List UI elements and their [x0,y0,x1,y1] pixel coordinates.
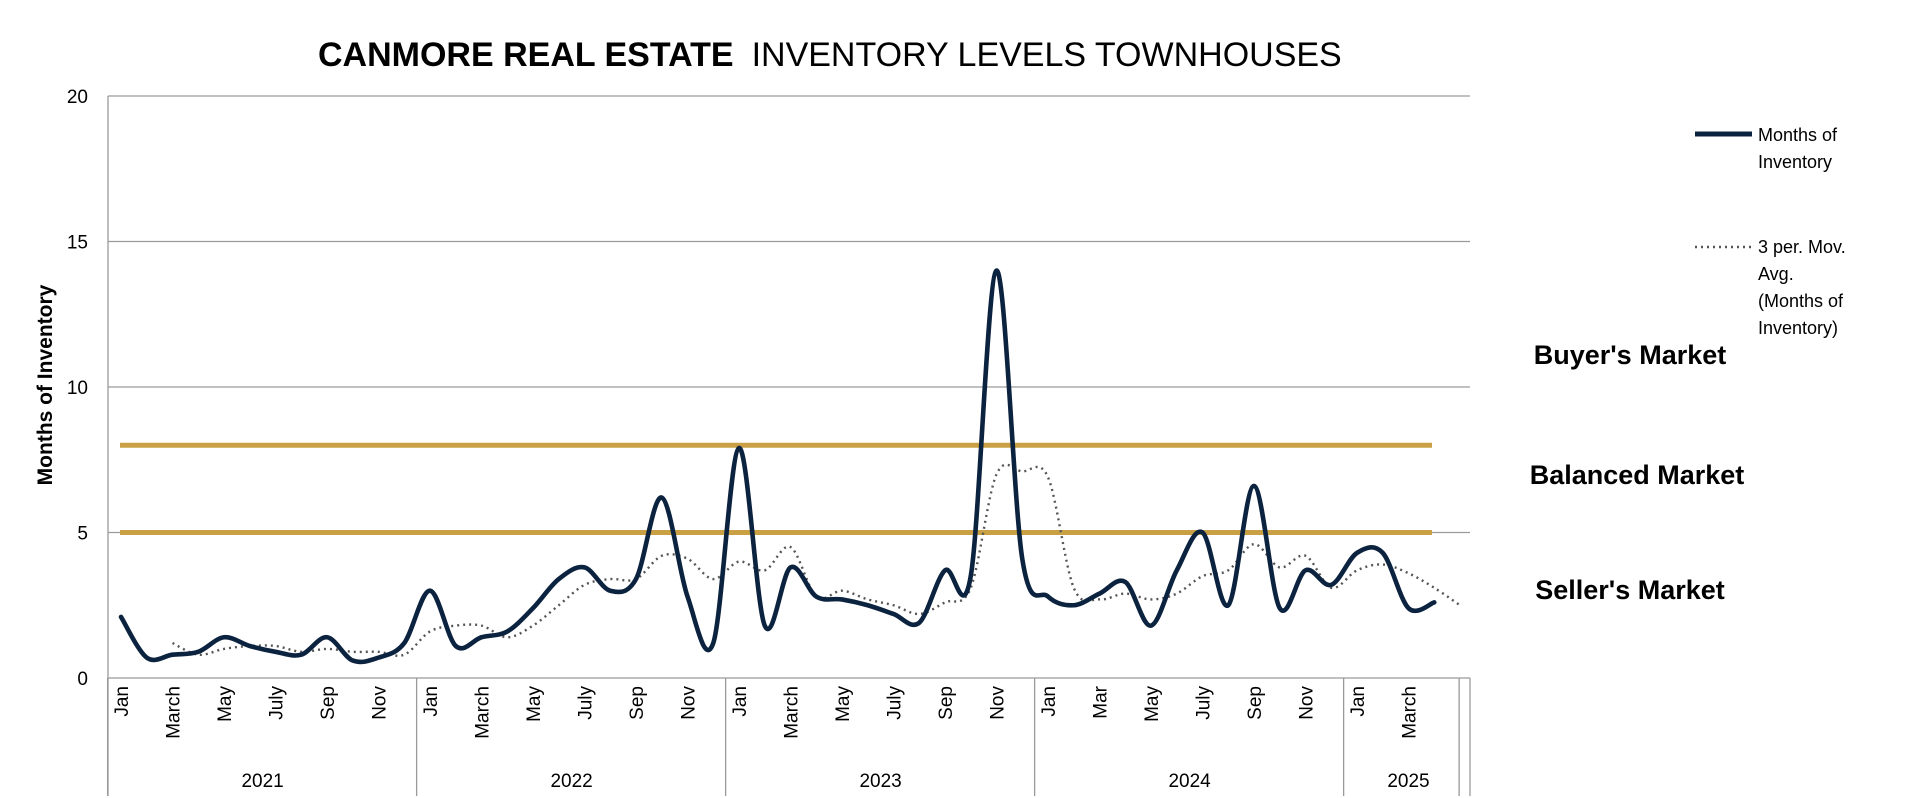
x-tick-label: Jan [730,686,751,717]
legend-label-months-of-inventory: Months of Inventory [1758,125,1838,172]
series-line-months-of-inventory [118,268,1437,665]
x-tick-label: March [164,686,185,739]
series-line-moving-average [171,463,1461,657]
x-tick-label: May [833,686,854,722]
market-zone-labels: Buyer's Market Balanced Market Seller's … [1530,340,1745,605]
year-label: 2022 [550,771,592,792]
legend-item-moving-average: 3 per. Mov. Avg. (Months of Inventory) [1695,237,1846,338]
year-label: 2023 [859,771,901,792]
x-tick-label: Nov [370,686,391,720]
x-axis-ticks: Jan March May July Sep Nov Jan March May July Sep N… [112,685,1430,792]
axes [106,96,1471,796]
x-tick-label: March [1400,686,1421,739]
x-tick-label: Nov [988,686,1009,720]
x-tick-label: Nov [1297,686,1318,720]
x-tick-label: July [1194,686,1215,720]
x-tick-label: Jan [1039,686,1060,717]
x-tick-label: March [473,686,494,739]
x-tick-label: July [885,686,906,720]
year-label: 2025 [1387,771,1429,792]
gridlines [108,95,1470,534]
x-tick-label: July [576,686,597,720]
legend-label-moving-average: 3 per. Mov. Avg. (Months of Inventory) [1758,237,1846,338]
x-tick-label: Jan [1348,686,1369,717]
x-tick-label: May [524,686,545,722]
chart-title: CANMORE REAL ESTATE INVENTORY LEVELS TOWN… [318,36,1342,74]
legend-item-months-of-inventory: Months of Inventory [1695,125,1838,172]
x-tick-label: Jan [112,686,133,717]
x-tick-label: Sep [318,686,339,720]
y-tick-label: 5 [77,524,88,545]
y-axis-label: Months of Inventory [34,284,57,485]
y-axis-ticks: 0 5 10 15 20 [67,87,88,690]
x-tick-label: March [782,686,803,739]
y-tick-label: 15 [67,233,88,254]
year-label: 2021 [241,771,283,792]
y-tick-label: 20 [67,87,88,108]
x-tick-label: Jan [421,686,442,717]
zone-label-sellers: Seller's Market [1535,575,1725,605]
chart-title-main: CANMORE REAL ESTATE [318,36,734,74]
series-lines [118,268,1461,665]
chart-subtitle: INVENTORY LEVELS TOWNHOUSES [752,36,1342,74]
year-label: 2024 [1168,771,1211,792]
y-tick-label: 10 [67,378,88,399]
x-tick-label: May [1142,686,1163,722]
x-tick-label: Nov [679,686,700,720]
x-tick-label: Sep [627,686,648,720]
threshold-lines [120,442,1432,535]
zone-label-balanced: Balanced Market [1530,460,1745,490]
x-tick-label: Mar [1091,685,1112,718]
x-tick-label: Sep [936,686,957,720]
x-tick-label: May [215,686,236,722]
x-tick-label: July [267,686,288,720]
legend: Months of Inventory 3 per. Mov. Avg. (Month… [1695,125,1846,338]
zone-label-buyers: Buyer's Market [1534,340,1727,370]
x-tick-label: Sep [1245,686,1266,720]
y-tick-label: 0 [77,669,88,690]
